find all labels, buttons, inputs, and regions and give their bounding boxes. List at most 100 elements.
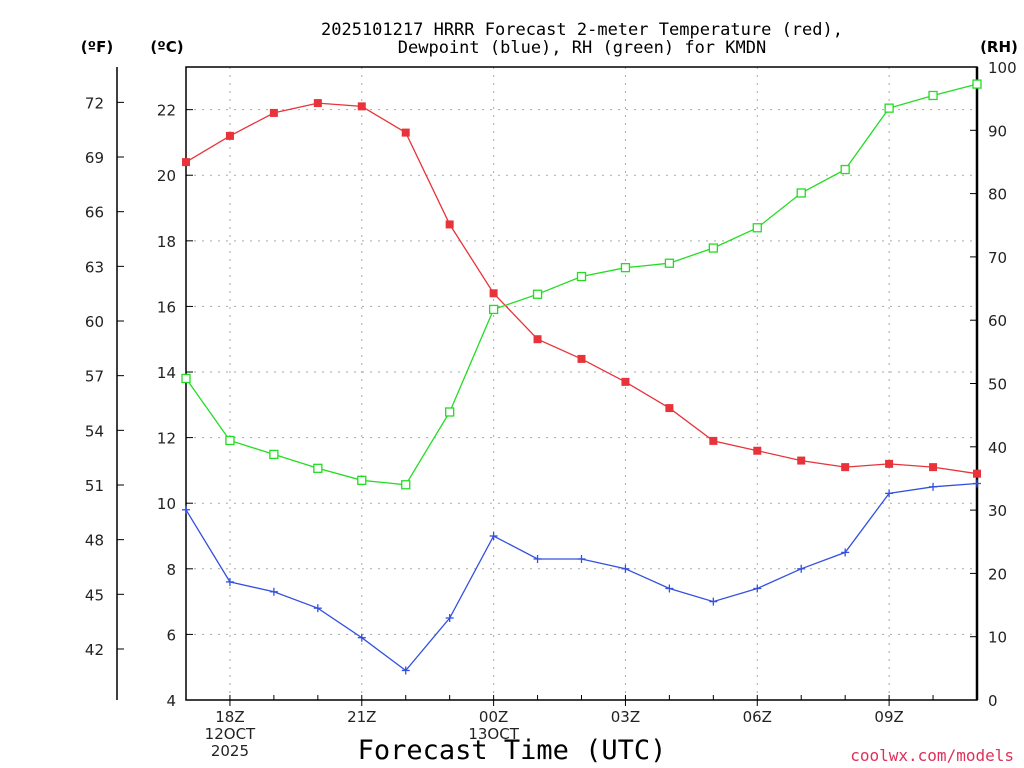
dewpoint-point (929, 482, 938, 491)
rh-point (269, 449, 279, 460)
dewpoint-point (182, 505, 190, 514)
temperature-point (577, 354, 586, 363)
dewpoint-point (489, 532, 498, 541)
dewpoint-point (973, 479, 981, 488)
fahrenheit-tick-label: 72 (85, 94, 104, 112)
rh-tick-label: 80 (988, 186, 1007, 204)
rh-tick-label: 30 (988, 502, 1007, 520)
source-credit: coolwx.com/models (850, 746, 1014, 765)
temperature-line (185, 102, 978, 475)
rh-point (488, 304, 499, 315)
rh-point (576, 271, 587, 282)
series-dewpoint (182, 479, 981, 675)
celsius-tick-label: 4 (166, 692, 176, 710)
celsius-unit-label: (ºC) (150, 38, 183, 56)
temperature-point (401, 128, 410, 137)
rh-tick-label: 100 (988, 59, 1017, 77)
plot-frame (185, 66, 978, 701)
rh-tick-label: 60 (988, 312, 1007, 330)
temperature-point (841, 463, 850, 472)
chart-title-line-1: 2025101217 HRRR Forecast 2-meter Tempera… (321, 20, 843, 40)
temperature-point (489, 289, 498, 298)
rh-point (928, 90, 938, 101)
rh-line (185, 83, 978, 486)
rh-tick-label: 20 (988, 565, 1007, 583)
chart-title-line-2: Dewpoint (blue), RH (green) for KMDN (398, 38, 766, 58)
dewpoint-point (445, 614, 454, 623)
dewpoint-point (797, 564, 806, 573)
temperature-point (929, 463, 938, 472)
dewpoint-point (665, 584, 674, 593)
celsius-tick-label: 12 (157, 430, 176, 448)
axes: 4 6 8 10 12 14 16 18 20 22 42 45 48 51 54 57 60 63 66 69 72 0… (85, 59, 1017, 710)
temperature-point (533, 335, 542, 344)
dewpoint-point (885, 489, 894, 498)
dewpoint-point (225, 577, 234, 586)
celsius-tick-label: 14 (157, 364, 176, 382)
fahrenheit-tick-label: 48 (85, 532, 104, 550)
rh-tick-label: 10 (988, 629, 1007, 647)
dewpoint-point (753, 584, 762, 593)
series-temperature (182, 99, 981, 478)
gridlines (186, 67, 977, 700)
temperature-point (885, 459, 894, 468)
celsius-tick-label: 18 (157, 233, 176, 251)
fahrenheit-tick-label: 45 (85, 586, 104, 604)
rh-point (620, 263, 631, 273)
rh-tick-label: 0 (988, 692, 998, 710)
celsius-tick-label: 10 (157, 495, 176, 513)
x-tick-label: 09Z (874, 708, 903, 726)
x-tick-label: 12OCT (205, 725, 256, 743)
rh-point (840, 164, 850, 175)
celsius-tick-label: 22 (157, 102, 176, 120)
x-tick-label: 2025 (211, 742, 249, 760)
rh-tick-label: 70 (988, 249, 1007, 267)
data-series (181, 79, 982, 675)
x-tick-label: 13OCT (468, 725, 519, 743)
rh-tick-label: 50 (988, 376, 1007, 394)
rh-point (225, 435, 235, 446)
temperature-point (797, 456, 806, 465)
rh-point (401, 480, 411, 490)
temperature-point (182, 158, 190, 167)
temperature-point (313, 99, 322, 108)
temperature-point (357, 102, 366, 111)
temperature-point (973, 469, 981, 478)
dewpoint-point (841, 548, 850, 557)
rh-point (752, 223, 762, 233)
dewpoint-point (621, 564, 630, 573)
series-rh (181, 79, 982, 490)
rh-point (313, 463, 323, 473)
dewpoint-point (533, 554, 542, 563)
x-axis-label: Forecast Time (UTC) (358, 735, 667, 766)
rh-point (445, 407, 455, 417)
celsius-tick-label: 6 (166, 626, 176, 644)
rh-point (972, 79, 982, 89)
temperature-point (709, 436, 718, 445)
fahrenheit-tick-label: 69 (85, 149, 104, 167)
fahrenheit-tick-label: 54 (85, 422, 104, 440)
celsius-tick-label: 16 (157, 298, 176, 316)
temperature-point (621, 377, 630, 386)
fahrenheit-tick-label: 57 (85, 368, 104, 386)
rh-point (796, 188, 806, 198)
rh-tick-label: 40 (988, 439, 1007, 457)
fahrenheit-tick-label: 42 (85, 641, 104, 659)
dewpoint-point (269, 587, 278, 596)
x-tick-label: 00Z (479, 708, 508, 726)
temperature-point (665, 404, 674, 413)
fahrenheit-unit-label: (ºF) (81, 38, 113, 56)
dewpoint-point (357, 633, 366, 642)
fahrenheit-tick-label: 63 (85, 258, 104, 276)
dewpoint-point (709, 597, 718, 606)
temperature-point (753, 446, 762, 455)
rh-point (181, 373, 191, 384)
rh-tick-label: 90 (988, 122, 1007, 140)
x-tick-label: 21Z (347, 708, 376, 726)
rh-point (664, 258, 675, 268)
fahrenheit-tick-label: 66 (85, 204, 104, 222)
temperature-point (445, 220, 454, 229)
fahrenheit-tick-label: 51 (85, 477, 104, 495)
